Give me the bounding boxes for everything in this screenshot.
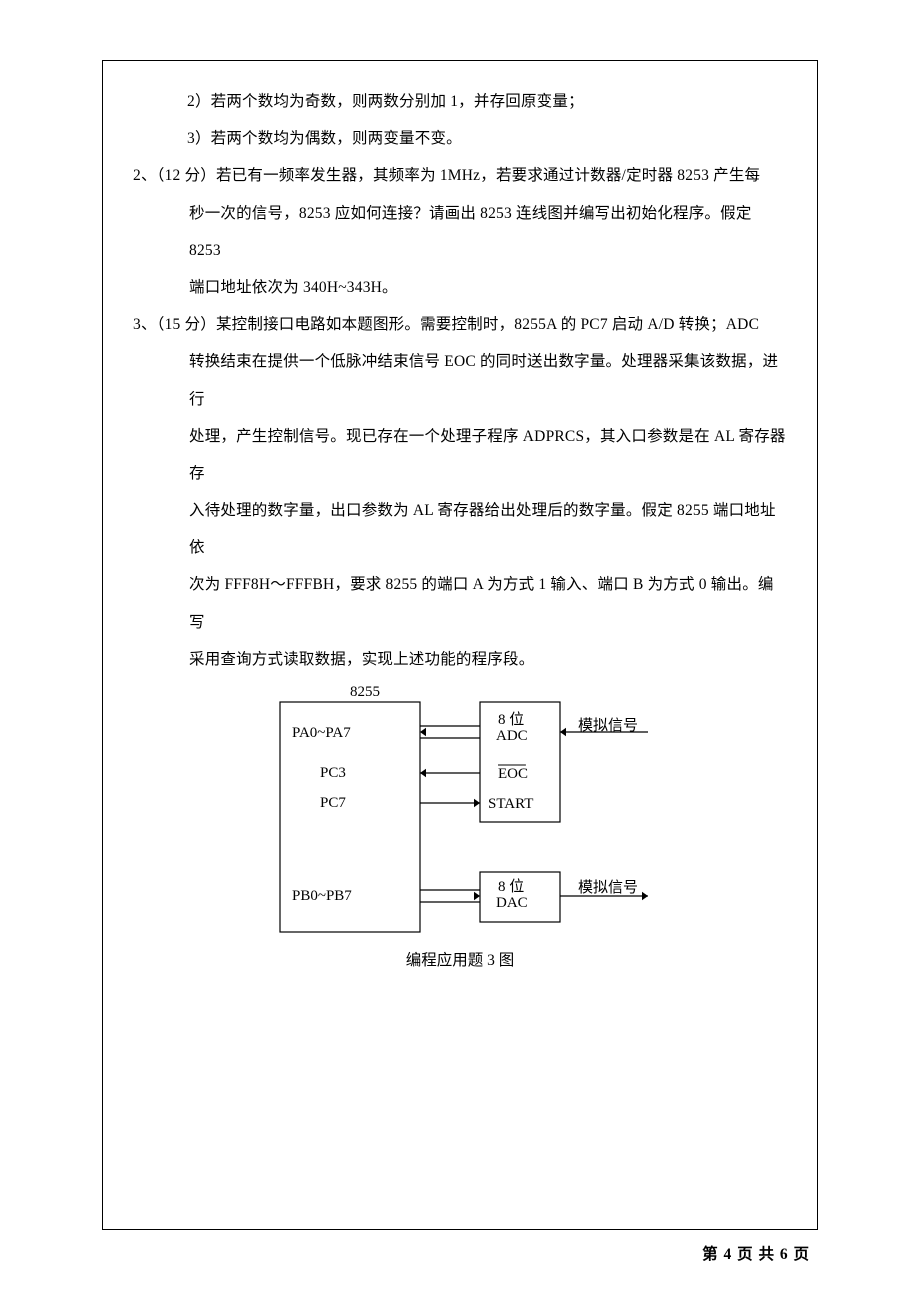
q3-line4: 入待处理的数字量，出口参数为 AL 寄存器给出处理后的数字量。假定 8255 端… <box>133 492 787 566</box>
svg-text:START: START <box>488 796 533 812</box>
svg-text:PB0~PB7: PB0~PB7 <box>292 888 352 904</box>
svg-text:8255: 8255 <box>350 684 380 700</box>
footer-suffix: 页 <box>789 1246 810 1263</box>
content-frame: 2）若两个数均为奇数，则两数分别加 1，并存回原变量； 3）若两个数均为偶数，则… <box>102 60 818 1230</box>
svg-text:DAC: DAC <box>496 895 528 911</box>
page: 2）若两个数均为奇数，则两数分别加 1，并存回原变量； 3）若两个数均为偶数，则… <box>0 0 920 1302</box>
circuit-diagram: 8255PA0~PA7PC3PC7PB0~PB78 位ADCEOCSTART8 … <box>260 682 660 942</box>
q1-sub2: 2）若两个数均为奇数，则两数分别加 1，并存回原变量； <box>133 83 787 120</box>
q3-line2: 转换结束在提供一个低脉冲结束信号 EOC 的同时送出数字量。处理器采集该数据，进… <box>133 343 787 417</box>
q2-line2: 秒一次的信号，8253 应如何连接？请画出 8253 连线图并编写出初始化程序。… <box>133 195 787 269</box>
footer-page-current: 4 <box>723 1246 732 1263</box>
svg-text:PC7: PC7 <box>320 795 346 811</box>
svg-text:PC3: PC3 <box>320 765 346 781</box>
page-footer: 第 4 页 共 6 页 <box>702 1242 810 1264</box>
footer-prefix: 第 <box>702 1246 723 1263</box>
diagram-container: 8255PA0~PA7PC3PC7PB0~PB78 位ADCEOCSTART8 … <box>133 682 787 942</box>
footer-mid: 页 共 <box>732 1246 780 1263</box>
footer-page-total: 6 <box>780 1246 789 1263</box>
svg-text:PA0~PA7: PA0~PA7 <box>292 725 351 741</box>
svg-text:模拟信号: 模拟信号 <box>578 879 638 896</box>
svg-text:8 位: 8 位 <box>498 711 524 728</box>
q2-line3: 端口地址依次为 340H~343H。 <box>133 269 787 306</box>
svg-text:EOC: EOC <box>498 766 528 782</box>
diagram-caption: 编程应用题 3 图 <box>133 948 787 970</box>
q1-sub3: 3）若两个数均为偶数，则两变量不变。 <box>133 120 787 157</box>
q3-line3: 处理，产生控制信号。现已存在一个处理子程序 ADPRCS，其入口参数是在 AL … <box>133 418 787 492</box>
q3-line5: 次为 FFF8H～FFFBH，要求 8255 的端口 A 为方式 1 输入、端口… <box>133 566 787 640</box>
svg-text:8 位: 8 位 <box>498 878 524 895</box>
q3-line6: 采用查询方式读取数据，实现上述功能的程序段。 <box>133 641 787 678</box>
q2-line1: 2、（12 分）若已有一频率发生器，其频率为 1MHz，若要求通过计数器/定时器… <box>133 157 787 194</box>
svg-text:ADC: ADC <box>496 728 528 744</box>
q3-line1: 3、（15 分）某控制接口电路如本题图形。需要控制时，8255A 的 PC7 启… <box>133 306 787 343</box>
